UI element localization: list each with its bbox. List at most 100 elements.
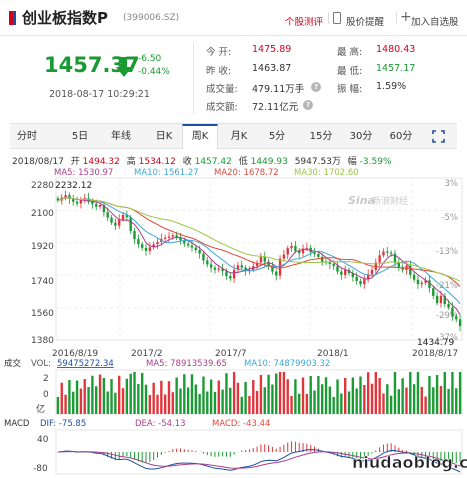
tab-monthly-k[interactable]: 月K <box>230 131 248 142</box>
volume-bar <box>343 378 347 414</box>
volume-bar <box>56 397 60 414</box>
candle-body <box>397 262 400 268</box>
volume-bar <box>294 379 297 414</box>
period-low-label: 1434.79 <box>417 338 454 348</box>
volume-bar <box>186 387 190 414</box>
macd-dif-legend: DIF: -75.85 <box>40 419 86 429</box>
high-value: 1480.43 <box>376 44 416 55</box>
volume-bar <box>336 379 339 414</box>
candle-body <box>298 250 301 254</box>
add-watchlist-button[interactable]: 加入自选股 <box>411 17 459 28</box>
candle-body <box>370 269 374 275</box>
candle-body <box>102 205 106 213</box>
candle-body <box>321 256 324 262</box>
candle-body <box>202 253 205 261</box>
volume-bar <box>443 372 446 414</box>
bar-high-label: 高 <box>126 157 136 167</box>
volume-bar <box>324 377 328 414</box>
tab-60min[interactable]: 60分 <box>389 131 413 142</box>
volume-bar <box>359 376 362 414</box>
volume-bar <box>401 378 404 414</box>
candle-body <box>424 280 427 283</box>
candle-body <box>79 199 83 204</box>
candle-body <box>409 265 412 275</box>
y-axis-labels: 2280 2100 1920 1740 1560 1380 <box>31 181 54 346</box>
volume-bar <box>148 395 152 414</box>
candle-body <box>144 247 148 251</box>
macd-axis-label: -80 <box>33 464 48 474</box>
tab-5min[interactable]: 5分 <box>268 131 286 142</box>
volume-help-icon[interactable]: ? <box>311 82 321 92</box>
candle-body <box>386 251 389 253</box>
tab-15min[interactable]: 15分 <box>309 131 333 142</box>
tab-year-line[interactable]: 年线 <box>111 131 131 142</box>
tab-daily-k[interactable]: 日K <box>155 131 173 142</box>
amplitude-label: 振 幅: <box>337 84 363 95</box>
tab-intraday[interactable]: 分时 <box>17 131 37 142</box>
pct-tick-label: -21% <box>436 281 458 291</box>
tab-weekly-k[interactable]: 周K <box>182 124 218 149</box>
volume-bar <box>278 372 282 414</box>
candle-body <box>209 264 213 268</box>
volume-bar <box>79 388 83 414</box>
candle-body <box>455 316 458 320</box>
price-alert-button[interactable]: 股价提醒 <box>346 17 385 28</box>
chart-period-tabs: 分时 5日 年线 日K 周K 月K 5分 15分 30分 60分 <box>10 123 457 149</box>
candle-body <box>255 262 259 267</box>
candle-body <box>389 252 393 254</box>
volume-bar <box>64 394 67 414</box>
candle-body <box>412 274 416 280</box>
volume-bar <box>209 379 213 414</box>
kline-chart[interactable]: MA5: 1530.97 MA10: 1561.27 MA20: 1678.72… <box>0 164 467 478</box>
pct-tick-label: -29% <box>436 311 458 321</box>
volume-panel-value: 59475272.34 <box>57 359 114 369</box>
volume-bar <box>206 391 209 414</box>
candle-body <box>378 255 381 263</box>
macd-histogram-and-lines <box>57 441 461 473</box>
amount-help-icon[interactable]: ? <box>303 100 313 110</box>
volume-bar <box>435 375 439 414</box>
candle-body <box>225 271 228 277</box>
volume-bar <box>125 378 129 414</box>
header-divider <box>328 12 329 24</box>
candle-body <box>290 246 293 249</box>
volume-bar <box>321 384 324 414</box>
volume-bar <box>405 387 408 414</box>
candle-body <box>190 245 194 248</box>
candle-body <box>301 248 305 254</box>
y-tick-label: 1560 <box>31 309 54 319</box>
y-tick-label: 2280 <box>31 181 54 191</box>
volume-bar <box>409 372 412 414</box>
candle-body <box>305 247 309 249</box>
pct-tick-label: 3% <box>445 179 459 189</box>
volume-bar <box>298 393 301 414</box>
volume-bar <box>263 387 266 414</box>
price-panel-frame <box>55 177 463 341</box>
volume-value: 479.11万手 <box>252 84 305 95</box>
fullscreen-icon[interactable] <box>432 130 445 143</box>
candle-body <box>229 276 232 279</box>
volume-bar <box>118 375 121 414</box>
volume-bar <box>129 373 132 414</box>
site-watermark: niudaoblog.com <box>352 453 467 472</box>
phone-icon[interactable] <box>333 12 341 24</box>
tab-30min[interactable]: 30分 <box>349 131 373 142</box>
volume-panel-label: VOL: <box>31 359 51 369</box>
volume-bar <box>217 380 220 414</box>
x-tick-label: 2017/2 <box>131 349 163 359</box>
bar-high-value: 1534.12 <box>138 157 176 167</box>
volume-bar <box>236 382 240 414</box>
candle-body <box>68 195 71 199</box>
risk-test-link[interactable]: 个股测评 <box>285 17 324 28</box>
volume-bar <box>110 379 113 414</box>
candle-body <box>167 236 171 238</box>
candle-body <box>282 254 286 259</box>
tab-5day[interactable]: 5日 <box>71 131 89 142</box>
volume-bar <box>424 396 427 414</box>
volume-bar <box>248 396 251 414</box>
plus-icon[interactable]: + <box>400 9 412 25</box>
price-change-pct: -0.44% <box>138 67 170 77</box>
x-axis-labels: 2016/8/19 2017/2 2017/7 2018/1 2018/8/17 <box>52 349 458 359</box>
candle-body <box>267 261 270 267</box>
candle-body <box>163 237 167 239</box>
